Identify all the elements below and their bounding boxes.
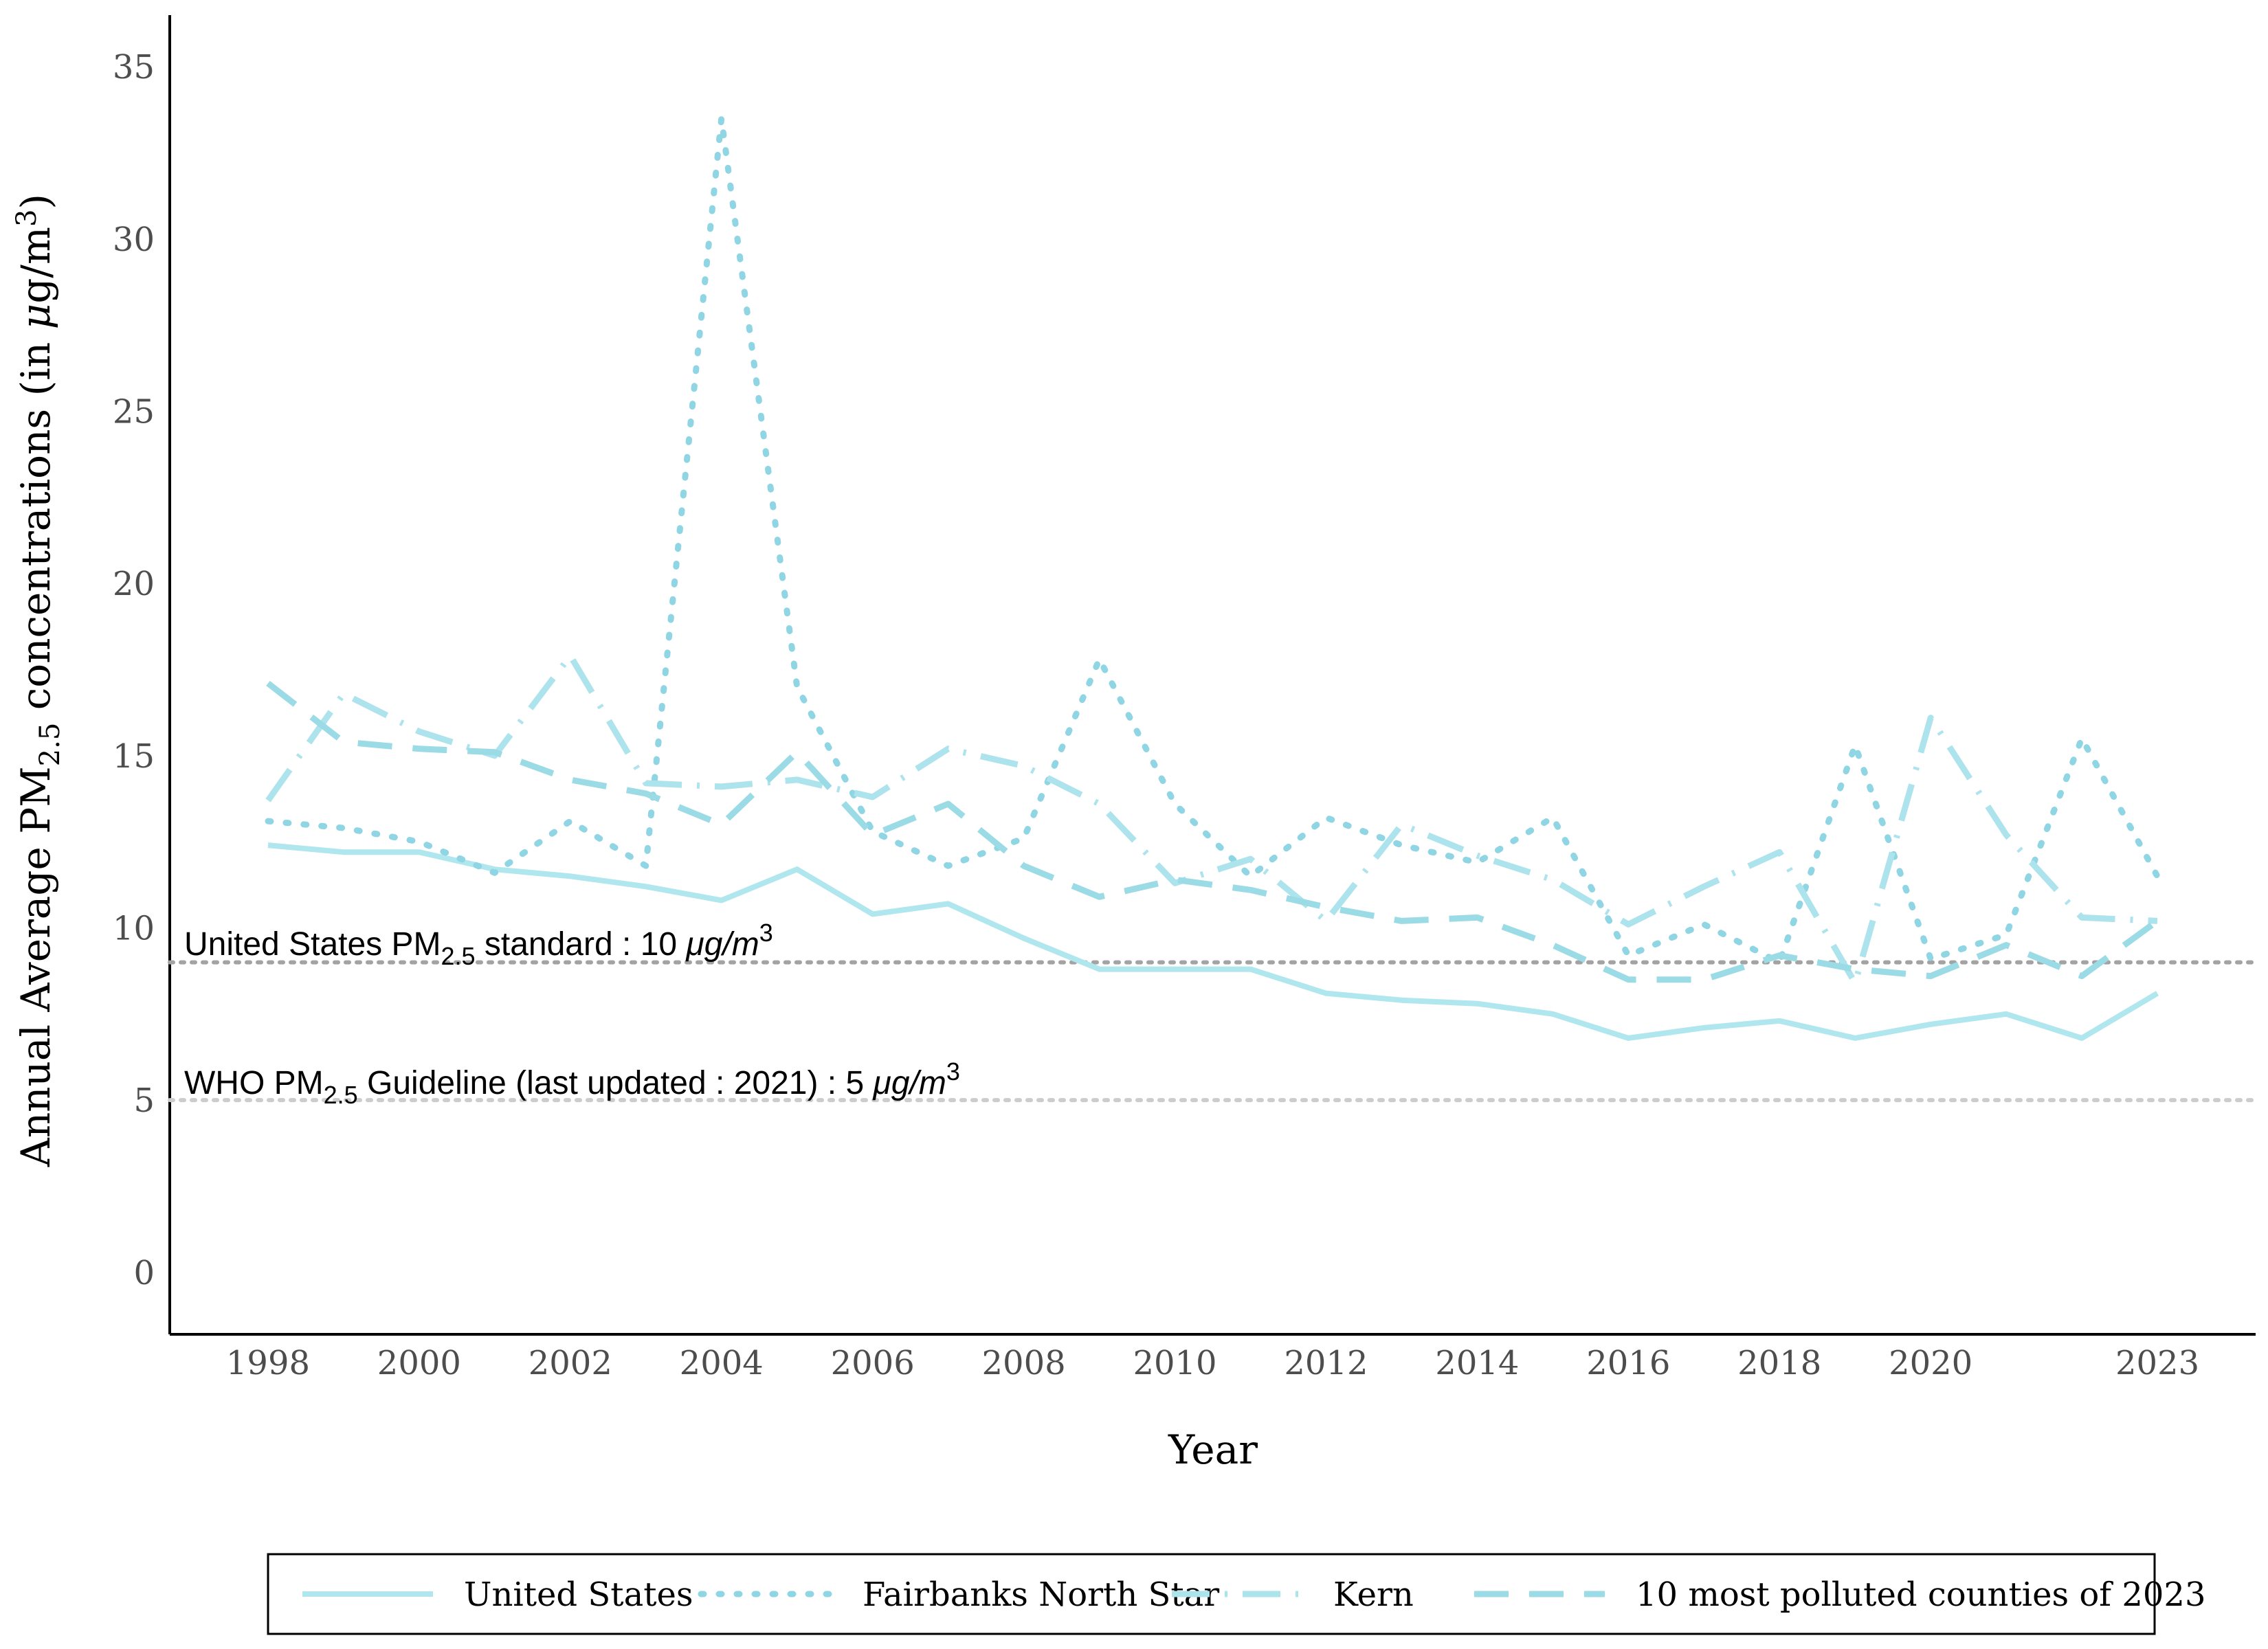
legend-label-3: Kern — [1333, 1575, 1414, 1614]
us-standard-label: United States PM2.5 standard : 10 μg/m3 — [184, 919, 773, 970]
legend-label-4: 10 most polluted counties of 2023 — [1636, 1575, 2205, 1614]
x-tick-label: 2012 — [1284, 1344, 1368, 1382]
x-tick-label: 2008 — [982, 1344, 1066, 1382]
svg-text:Annual Average PM2.5 concent: Annual Average PM2.5 concentrations (in … — [11, 194, 66, 1167]
x-tick-label: 2004 — [680, 1344, 764, 1382]
x-tick-label: 2014 — [1435, 1344, 1519, 1382]
y-axis-title: Annual Average PM2.5 concentrations (in … — [11, 194, 66, 1167]
y-tick-label: 30 — [113, 221, 155, 259]
series-line-1 — [267, 842, 2159, 1041]
series-line-3 — [265, 652, 2158, 987]
legend-label-2: Fairbanks North Star — [863, 1575, 1219, 1614]
series-line-2 — [265, 115, 2161, 966]
y-tick-labels: 0 5 10 15 20 25 30 35 — [113, 48, 155, 1292]
series-layer — [265, 115, 2161, 1041]
y-tick-label: 25 — [113, 393, 155, 431]
y-tick-label: 15 — [113, 737, 155, 776]
legend-box — [267, 1553, 2156, 1635]
x-tick-label: 2016 — [1586, 1344, 1670, 1382]
x-tick-label: 1998 — [226, 1344, 310, 1382]
x-tick-label: 2023 — [2115, 1344, 2199, 1382]
y-tick-label: 0 — [133, 1254, 155, 1292]
x-tick-label: 2006 — [831, 1344, 915, 1382]
y-tick-label: 10 — [113, 909, 155, 947]
legend-label-1: United States — [464, 1575, 693, 1614]
x-tick-labels: 1998 2000 2002 2004 2006 2008 2010 2012 2014 2016… — [226, 1344, 2199, 1382]
who-guideline-label: WHO PM2.5 Guideline (last updated : 2021… — [184, 1057, 960, 1109]
x-tick-label: 2000 — [377, 1344, 461, 1382]
legend: United States Fairbanks North Star Kern 10 … — [267, 1553, 2205, 1635]
x-tick-label: 2018 — [1737, 1344, 1821, 1382]
x-axis-title: Year — [1168, 1426, 1258, 1473]
y-tick-label: 35 — [113, 48, 155, 87]
x-tick-label: 2010 — [1133, 1344, 1216, 1382]
x-tick-label: 2020 — [1889, 1344, 1972, 1382]
series-line-4 — [266, 680, 2159, 983]
y-tick-label: 20 — [113, 565, 155, 603]
reference-lines: United States PM2.5 standard : 10 μg/m3 W… — [168, 919, 2258, 1109]
y-tick-label: 5 — [133, 1081, 155, 1120]
x-tick-label: 2002 — [529, 1344, 612, 1382]
